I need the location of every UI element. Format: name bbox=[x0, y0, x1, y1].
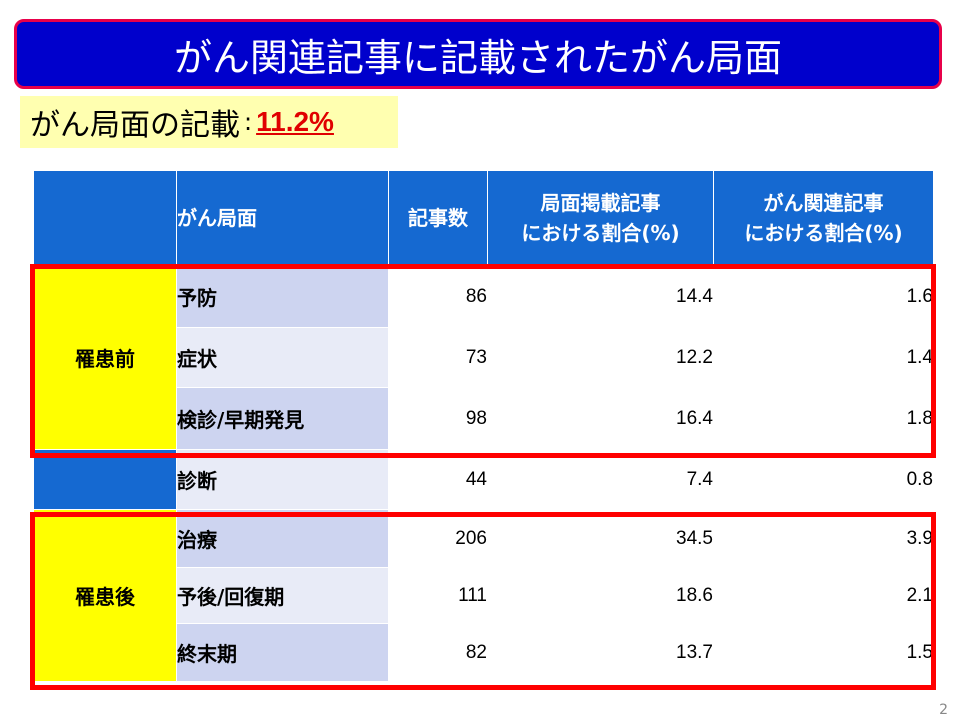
count-cell: 111 bbox=[388, 567, 488, 624]
table-row: 終末期 82 13.7 1.5 bbox=[34, 623, 934, 682]
phase-cell: 予防 bbox=[176, 265, 389, 328]
phase-cell: 検診/早期発見 bbox=[176, 387, 389, 450]
ratio-phase-cell: 18.6 bbox=[487, 567, 714, 624]
phase-cell: 予後/回復期 bbox=[176, 567, 389, 624]
phase-cell: 終末期 bbox=[176, 623, 389, 682]
summary-label: がん局面の記載 bbox=[30, 108, 240, 143]
page-number: 2 bbox=[939, 702, 948, 718]
table-row: 罹患後 治療 206 34.5 3.9 bbox=[33, 509, 934, 682]
count-cell: 98 bbox=[388, 387, 488, 450]
count-cell: 206 bbox=[388, 509, 488, 568]
header-ratio-cancer-line2: における割合(%) bbox=[744, 221, 903, 245]
phase-cell: 診断 bbox=[176, 449, 389, 510]
count-cell: 86 bbox=[388, 265, 488, 328]
header-ratio-cancer: がん関連記事 における割合(%) bbox=[713, 170, 934, 266]
ratio-cancer-cell: 1.5 bbox=[713, 623, 934, 682]
table-row: 症状 73 12.2 1.4 bbox=[34, 327, 934, 388]
ratio-cancer-cell: 0.8 bbox=[713, 449, 934, 510]
slide-title: がん関連記事に記載されたがん局面 bbox=[14, 19, 942, 89]
header-ratio-phase: 局面掲載記事 における割合(%) bbox=[487, 170, 714, 266]
header-count: 記事数 bbox=[388, 170, 488, 266]
header-phase: がん局面 bbox=[176, 170, 389, 266]
table-row: 検診/早期発見 98 16.4 1.8 bbox=[34, 387, 934, 450]
group-before: 罹患前 bbox=[33, 265, 177, 450]
phase-cell: 治療 bbox=[176, 509, 389, 568]
count-cell: 82 bbox=[388, 623, 488, 682]
ratio-cancer-cell: 1.6 bbox=[713, 265, 934, 328]
header-ratio-phase-line1: 局面掲載記事 bbox=[540, 191, 661, 215]
ratio-cancer-cell: 3.9 bbox=[713, 509, 934, 568]
summary-box: がん局面の記載 : 11.2% bbox=[20, 96, 398, 148]
ratio-phase-cell: 13.7 bbox=[487, 623, 714, 682]
table-row: 予後/回復期 111 18.6 2.1 bbox=[34, 567, 934, 624]
cancer-phase-table: がん局面 記事数 局面掲載記事 における割合(%) がん関連記事 における割合(… bbox=[33, 170, 934, 682]
summary-colon: : bbox=[244, 108, 253, 136]
ratio-phase-cell: 16.4 bbox=[487, 387, 714, 450]
ratio-phase-cell: 7.4 bbox=[487, 449, 714, 510]
ratio-cancer-cell: 1.8 bbox=[713, 387, 934, 450]
header-ratio-cancer-line1: がん関連記事 bbox=[763, 191, 884, 215]
count-cell: 73 bbox=[388, 327, 488, 388]
header-ratio-phase-line2: における割合(%) bbox=[521, 221, 680, 245]
table-header-row: がん局面 記事数 局面掲載記事 における割合(%) がん関連記事 における割合(… bbox=[33, 170, 934, 266]
summary-value: 11.2% bbox=[256, 106, 334, 137]
ratio-cancer-cell: 1.4 bbox=[713, 327, 934, 388]
ratio-phase-cell: 34.5 bbox=[487, 509, 714, 568]
ratio-phase-cell: 14.4 bbox=[487, 265, 714, 328]
count-cell: 44 bbox=[388, 449, 488, 510]
table-row: 診断 44 7.4 0.8 bbox=[33, 449, 934, 510]
group-after: 罹患後 bbox=[33, 509, 177, 682]
header-group bbox=[33, 170, 177, 266]
table-row: 罹患前 予防 86 14.4 1.6 bbox=[33, 265, 934, 450]
phase-cell: 症状 bbox=[176, 327, 389, 388]
ratio-phase-cell: 12.2 bbox=[487, 327, 714, 388]
ratio-cancer-cell: 2.1 bbox=[713, 567, 934, 624]
group-diagnosis-spacer bbox=[33, 449, 177, 510]
